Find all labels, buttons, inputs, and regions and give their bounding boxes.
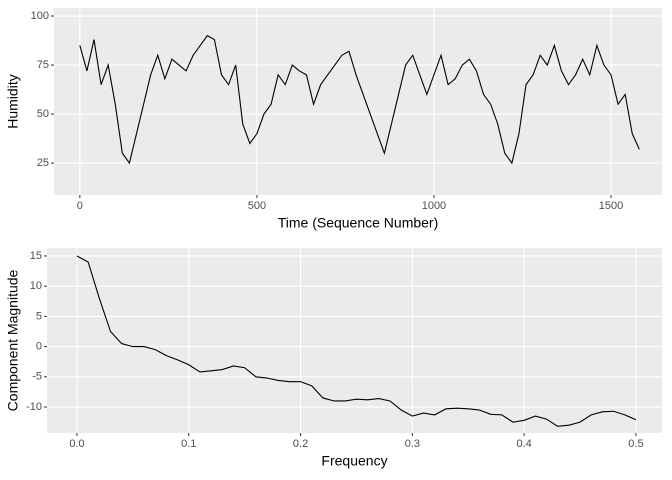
y-axis-title: Component Magnitude	[5, 269, 21, 411]
y-tick-label: 10	[30, 280, 42, 292]
panel-background	[47, 248, 662, 433]
y-tick-label: 100	[31, 10, 49, 22]
y-tick-label: -10	[26, 401, 42, 413]
x-tick-label: 0.5	[628, 438, 643, 450]
x-tick-label: 1000	[422, 200, 446, 212]
y-axis-title: Humidity	[5, 74, 21, 128]
x-tick-label: 0.4	[517, 438, 532, 450]
x-tick-label: 1500	[599, 200, 623, 212]
x-tick-label: 0	[77, 200, 83, 212]
x-tick-label: 0.0	[69, 438, 84, 450]
y-tick-label: 75	[37, 59, 49, 71]
panel-background	[54, 8, 662, 195]
y-tick-label: 5	[36, 310, 42, 322]
y-tick-label: 25	[37, 157, 49, 169]
x-axis-title: Frequency	[321, 453, 387, 469]
data-line	[76, 255, 637, 427]
x-axis-title: Time (Sequence Number)	[278, 215, 439, 231]
y-tick-label: 50	[37, 108, 49, 120]
y-tick-label: 0	[36, 341, 42, 353]
data-line	[79, 34, 640, 165]
x-tick-label: 500	[248, 200, 266, 212]
x-tick-label: 0.1	[181, 438, 196, 450]
y-tick-label: 15	[30, 250, 42, 262]
y-tick-label: -5	[32, 371, 42, 383]
x-tick-label: 0.3	[405, 438, 420, 450]
x-tick-label: 0.2	[293, 438, 308, 450]
